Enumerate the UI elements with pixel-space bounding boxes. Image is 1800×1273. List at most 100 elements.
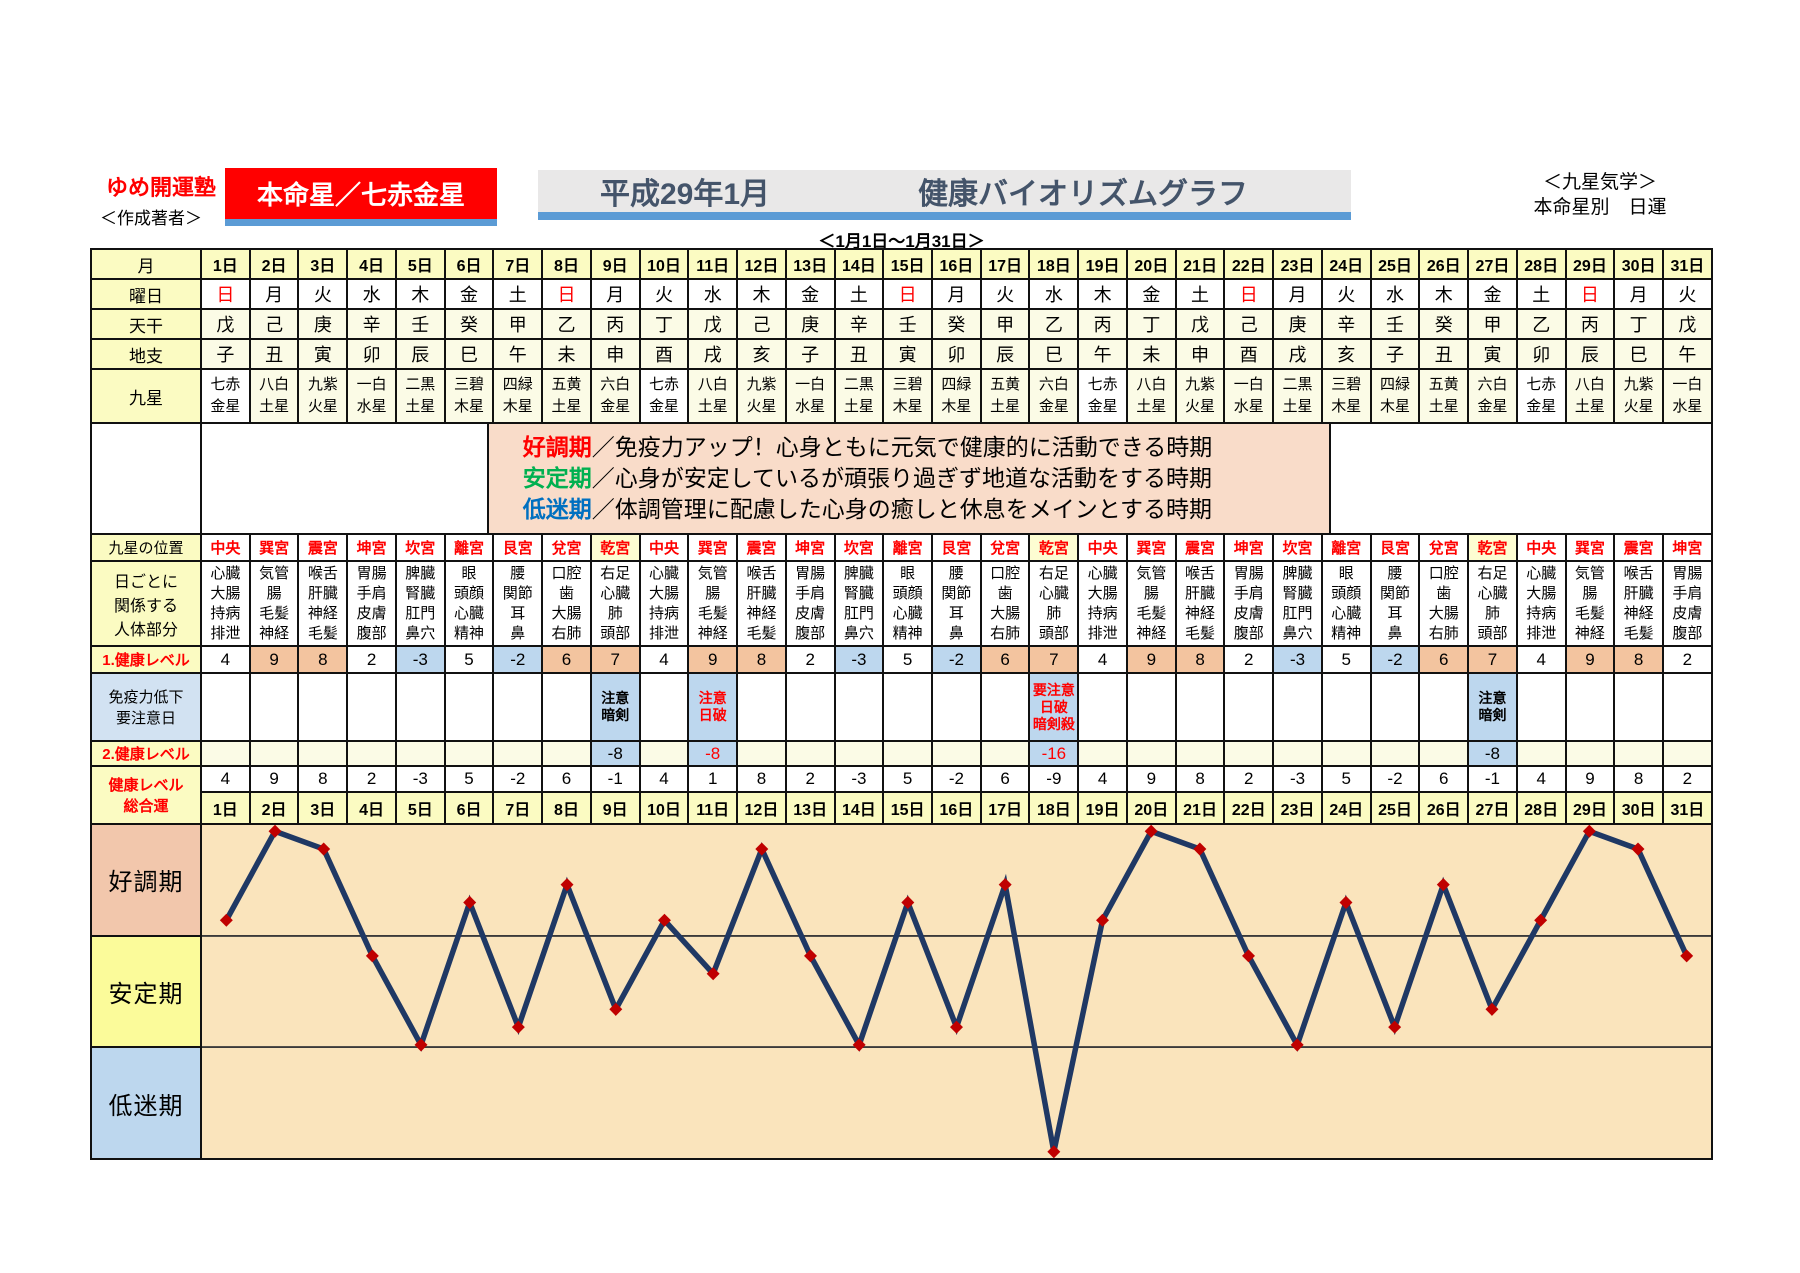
total-fortune-cell: -1 bbox=[591, 767, 641, 793]
weekday-cell: 水 bbox=[1371, 280, 1421, 310]
body-parts-cell: 喉舌 肝臓 神経 毛髪 bbox=[1176, 562, 1226, 647]
legend-term: 好調期 bbox=[522, 434, 592, 460]
date-axis-cell: 28日 bbox=[1517, 793, 1567, 825]
data-point-marker bbox=[1096, 913, 1109, 927]
body-parts-cell: 腰 関節 耳 鼻 bbox=[933, 562, 982, 647]
star-cell: 四緑 木星 bbox=[1371, 370, 1421, 424]
day-header-cell: 22日 bbox=[1225, 250, 1275, 280]
zone-label-0: 好調期 bbox=[92, 825, 202, 937]
position-cell: 離宮 bbox=[884, 535, 934, 562]
position-cell: 坎宮 bbox=[1274, 535, 1323, 562]
weekday-cell: 日 bbox=[202, 280, 251, 310]
branch-cell: 亥 bbox=[738, 340, 787, 370]
total-fortune-cell: 4 bbox=[640, 767, 690, 793]
health-level2-cell bbox=[933, 742, 982, 767]
weekday-cell: 月 bbox=[1615, 280, 1665, 310]
day-header-cell: 24日 bbox=[1322, 250, 1372, 280]
legend-box: 好調期／免疫力アップ！心身ともに元気で健康的に活動できる時期 安定期／心身が安定し… bbox=[488, 424, 1332, 535]
row-label-stem: 天干 bbox=[92, 310, 202, 340]
stem-cell: 戊 bbox=[1176, 310, 1226, 340]
immunity-caution-cell bbox=[250, 674, 300, 742]
star-cell: 一白 水星 bbox=[1225, 370, 1275, 424]
row-label-position: 九星の位置 bbox=[92, 535, 202, 562]
total-fortune-cell: 8 bbox=[299, 767, 349, 793]
legend-line-1: 安定期／心身が安定しているが頑張り過ぎず地道な活動をする時期 bbox=[523, 463, 1212, 494]
health-level2-cell bbox=[1225, 742, 1275, 767]
health-level1-cell: 6 bbox=[981, 647, 1031, 674]
health-level1-cell: 4 bbox=[640, 647, 690, 674]
health-level1-cell: 8 bbox=[1176, 647, 1226, 674]
data-point-marker bbox=[657, 913, 671, 927]
weekday-cell: 火 bbox=[640, 280, 690, 310]
star-cell: 一白 水星 bbox=[786, 370, 836, 424]
date-axis-cell: 24日 bbox=[1322, 793, 1372, 825]
total-fortune-cell: -3 bbox=[835, 767, 885, 793]
data-point-marker bbox=[268, 825, 282, 838]
health-level2-cell bbox=[1664, 742, 1713, 767]
body-parts-cell: 喉舌 肝臓 神経 毛髪 bbox=[738, 562, 787, 647]
weekday-cell: 月 bbox=[1274, 280, 1323, 310]
row-legend: 好調期／免疫力アップ！心身ともに元気で健康的に活動できる時期 安定期／心身が安定し… bbox=[92, 424, 1713, 535]
data-point-marker bbox=[463, 895, 477, 910]
total-values-row: 4 9 8 2 -3 5 -2 6 -1 4 1 8 2 -3 5 -2 6 -9 4 9 8 2 -3 5 -2 6 -1 4 9 8 2 bbox=[202, 767, 1713, 793]
health-level1-cell: -2 bbox=[933, 647, 982, 674]
position-cell: 坤宮 bbox=[786, 535, 836, 562]
total-fortune-cell: 2 bbox=[1664, 767, 1713, 793]
health-level2-cell bbox=[786, 742, 836, 767]
row-label-health-level2: 2.健康レベル bbox=[92, 742, 202, 767]
health-level1-cell: 6 bbox=[1420, 647, 1470, 674]
star-cell: 二黒 土星 bbox=[835, 370, 885, 424]
weekday-cell: 金 bbox=[1127, 280, 1177, 310]
body-parts-cell: 口腔 歯 大腸 右肺 bbox=[543, 562, 592, 647]
immunity-caution-cell bbox=[786, 674, 836, 742]
data-point-marker bbox=[706, 967, 720, 981]
body-parts-cell: 腰 関節 耳 鼻 bbox=[1371, 562, 1421, 647]
data-point-marker bbox=[1242, 949, 1256, 963]
star-cell: 八白 土星 bbox=[1566, 370, 1616, 424]
data-point-marker bbox=[852, 1038, 866, 1052]
row-star: 九星 七赤 金星 八白 土星 九紫 火星 一白 水星 二黒 土星 三碧 木星 四緑 木星 五黄 … bbox=[92, 370, 1713, 424]
immunity-caution-cell bbox=[1225, 674, 1275, 742]
health-level2-cell bbox=[1615, 742, 1665, 767]
health-level1-cell: 4 bbox=[1079, 647, 1128, 674]
branch-cell: 子 bbox=[1371, 340, 1421, 370]
branch-cell: 辰 bbox=[396, 340, 446, 370]
stem-cell: 戊 bbox=[202, 310, 251, 340]
branch-cell: 未 bbox=[1127, 340, 1177, 370]
date-axis-cell: 5日 bbox=[396, 793, 446, 825]
total-fortune-cell: 6 bbox=[543, 767, 592, 793]
data-point-marker bbox=[1534, 913, 1548, 927]
title-month: 平成29年1月 bbox=[600, 178, 771, 211]
stem-cell: 癸 bbox=[1420, 310, 1470, 340]
position-cell: 乾宮 bbox=[1469, 535, 1518, 562]
health-level1-cell: 8 bbox=[738, 647, 787, 674]
immunity-caution-cell: 注意 日破 bbox=[689, 674, 739, 742]
stem-cell: 丙 bbox=[1079, 310, 1128, 340]
day-header-cell: 25日 bbox=[1371, 250, 1421, 280]
immunity-caution-cell bbox=[738, 674, 787, 742]
health-level2-cell bbox=[1127, 742, 1177, 767]
total-fortune-wrap: 4 9 8 2 -3 5 -2 6 -1 4 1 8 2 -3 5 -2 6 -9 4 9 8 2 -3 5 -2 6 -1 4 9 8 2… bbox=[202, 767, 1713, 825]
health-level2-cell bbox=[494, 742, 544, 767]
day-header-cell: 20日 bbox=[1127, 250, 1177, 280]
health-level1-cell: 4 bbox=[1517, 647, 1567, 674]
data-point-marker bbox=[998, 878, 1012, 892]
stem-cell: 丁 bbox=[640, 310, 690, 340]
data-point-marker bbox=[219, 913, 233, 927]
star-cell: 五黄 土星 bbox=[981, 370, 1031, 424]
day-header-cell: 30日 bbox=[1615, 250, 1665, 280]
date-axis-cell: 12日 bbox=[738, 793, 787, 825]
stem-cell: 甲 bbox=[981, 310, 1031, 340]
health-level1-cell: -3 bbox=[1274, 647, 1323, 674]
zone-label-1: 安定期 bbox=[92, 936, 202, 1049]
stem-cell: 戊 bbox=[1664, 310, 1713, 340]
zone-label-2: 低迷期 bbox=[92, 1048, 202, 1161]
data-point-marker bbox=[511, 1020, 525, 1034]
date-axis-cell: 25日 bbox=[1371, 793, 1421, 825]
immunity-caution-cell bbox=[348, 674, 397, 742]
star-cell: 六白 金星 bbox=[1469, 370, 1518, 424]
health-level1-cell: 5 bbox=[884, 647, 934, 674]
row-branch: 地支子丑寅卯辰巳午未申酉戌亥子丑寅卯辰巳午未申酉戌亥子丑寅卯辰巳午 bbox=[92, 340, 1713, 370]
day-header-cell: 23日 bbox=[1274, 250, 1323, 280]
total-fortune-cell: -2 bbox=[933, 767, 982, 793]
